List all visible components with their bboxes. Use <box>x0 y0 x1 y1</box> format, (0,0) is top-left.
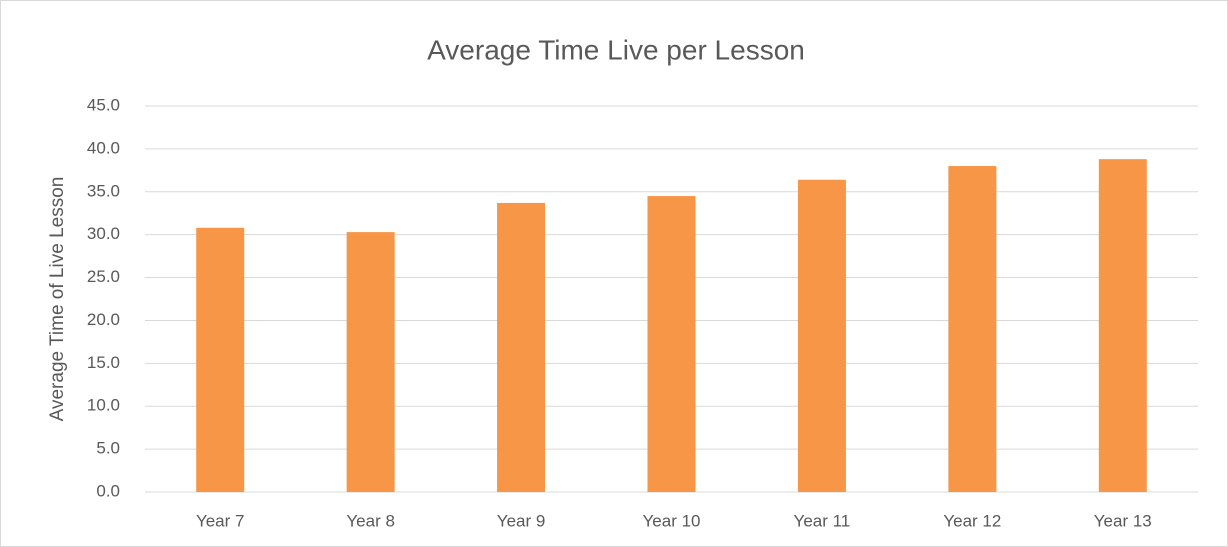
y-axis-label: Average Time of Live Lesson <box>47 177 68 422</box>
y-tick-label: 20.0 <box>87 310 120 329</box>
x-tick-label: Year 7 <box>196 511 245 530</box>
y-tick-label: 35.0 <box>87 181 120 200</box>
x-tick-label: Year 8 <box>346 511 395 530</box>
bar <box>196 227 245 492</box>
y-tick-label: 15.0 <box>87 353 120 372</box>
x-tick-label: Year 9 <box>497 511 546 530</box>
y-tick-label: 0.0 <box>96 481 120 500</box>
y-tick-label: 45.0 <box>87 95 120 114</box>
bar <box>346 232 395 493</box>
bar <box>497 202 546 492</box>
chart-title: Average Time Live per Lesson <box>427 34 805 65</box>
x-tick-label: Year 13 <box>1094 511 1152 530</box>
y-tick-label: 5.0 <box>96 439 120 458</box>
y-tick-label: 25.0 <box>87 267 120 286</box>
x-tick-label: Year 12 <box>943 511 1001 530</box>
y-tick-label: 40.0 <box>87 138 120 157</box>
bar <box>647 196 696 493</box>
bar <box>1098 159 1147 492</box>
bar <box>797 179 846 492</box>
bar <box>948 166 997 493</box>
x-tick-label: Year 10 <box>643 511 701 530</box>
y-tick-label: 30.0 <box>87 224 120 243</box>
y-tick-label: 10.0 <box>87 396 120 415</box>
x-tick-label: Year 11 <box>794 511 851 530</box>
